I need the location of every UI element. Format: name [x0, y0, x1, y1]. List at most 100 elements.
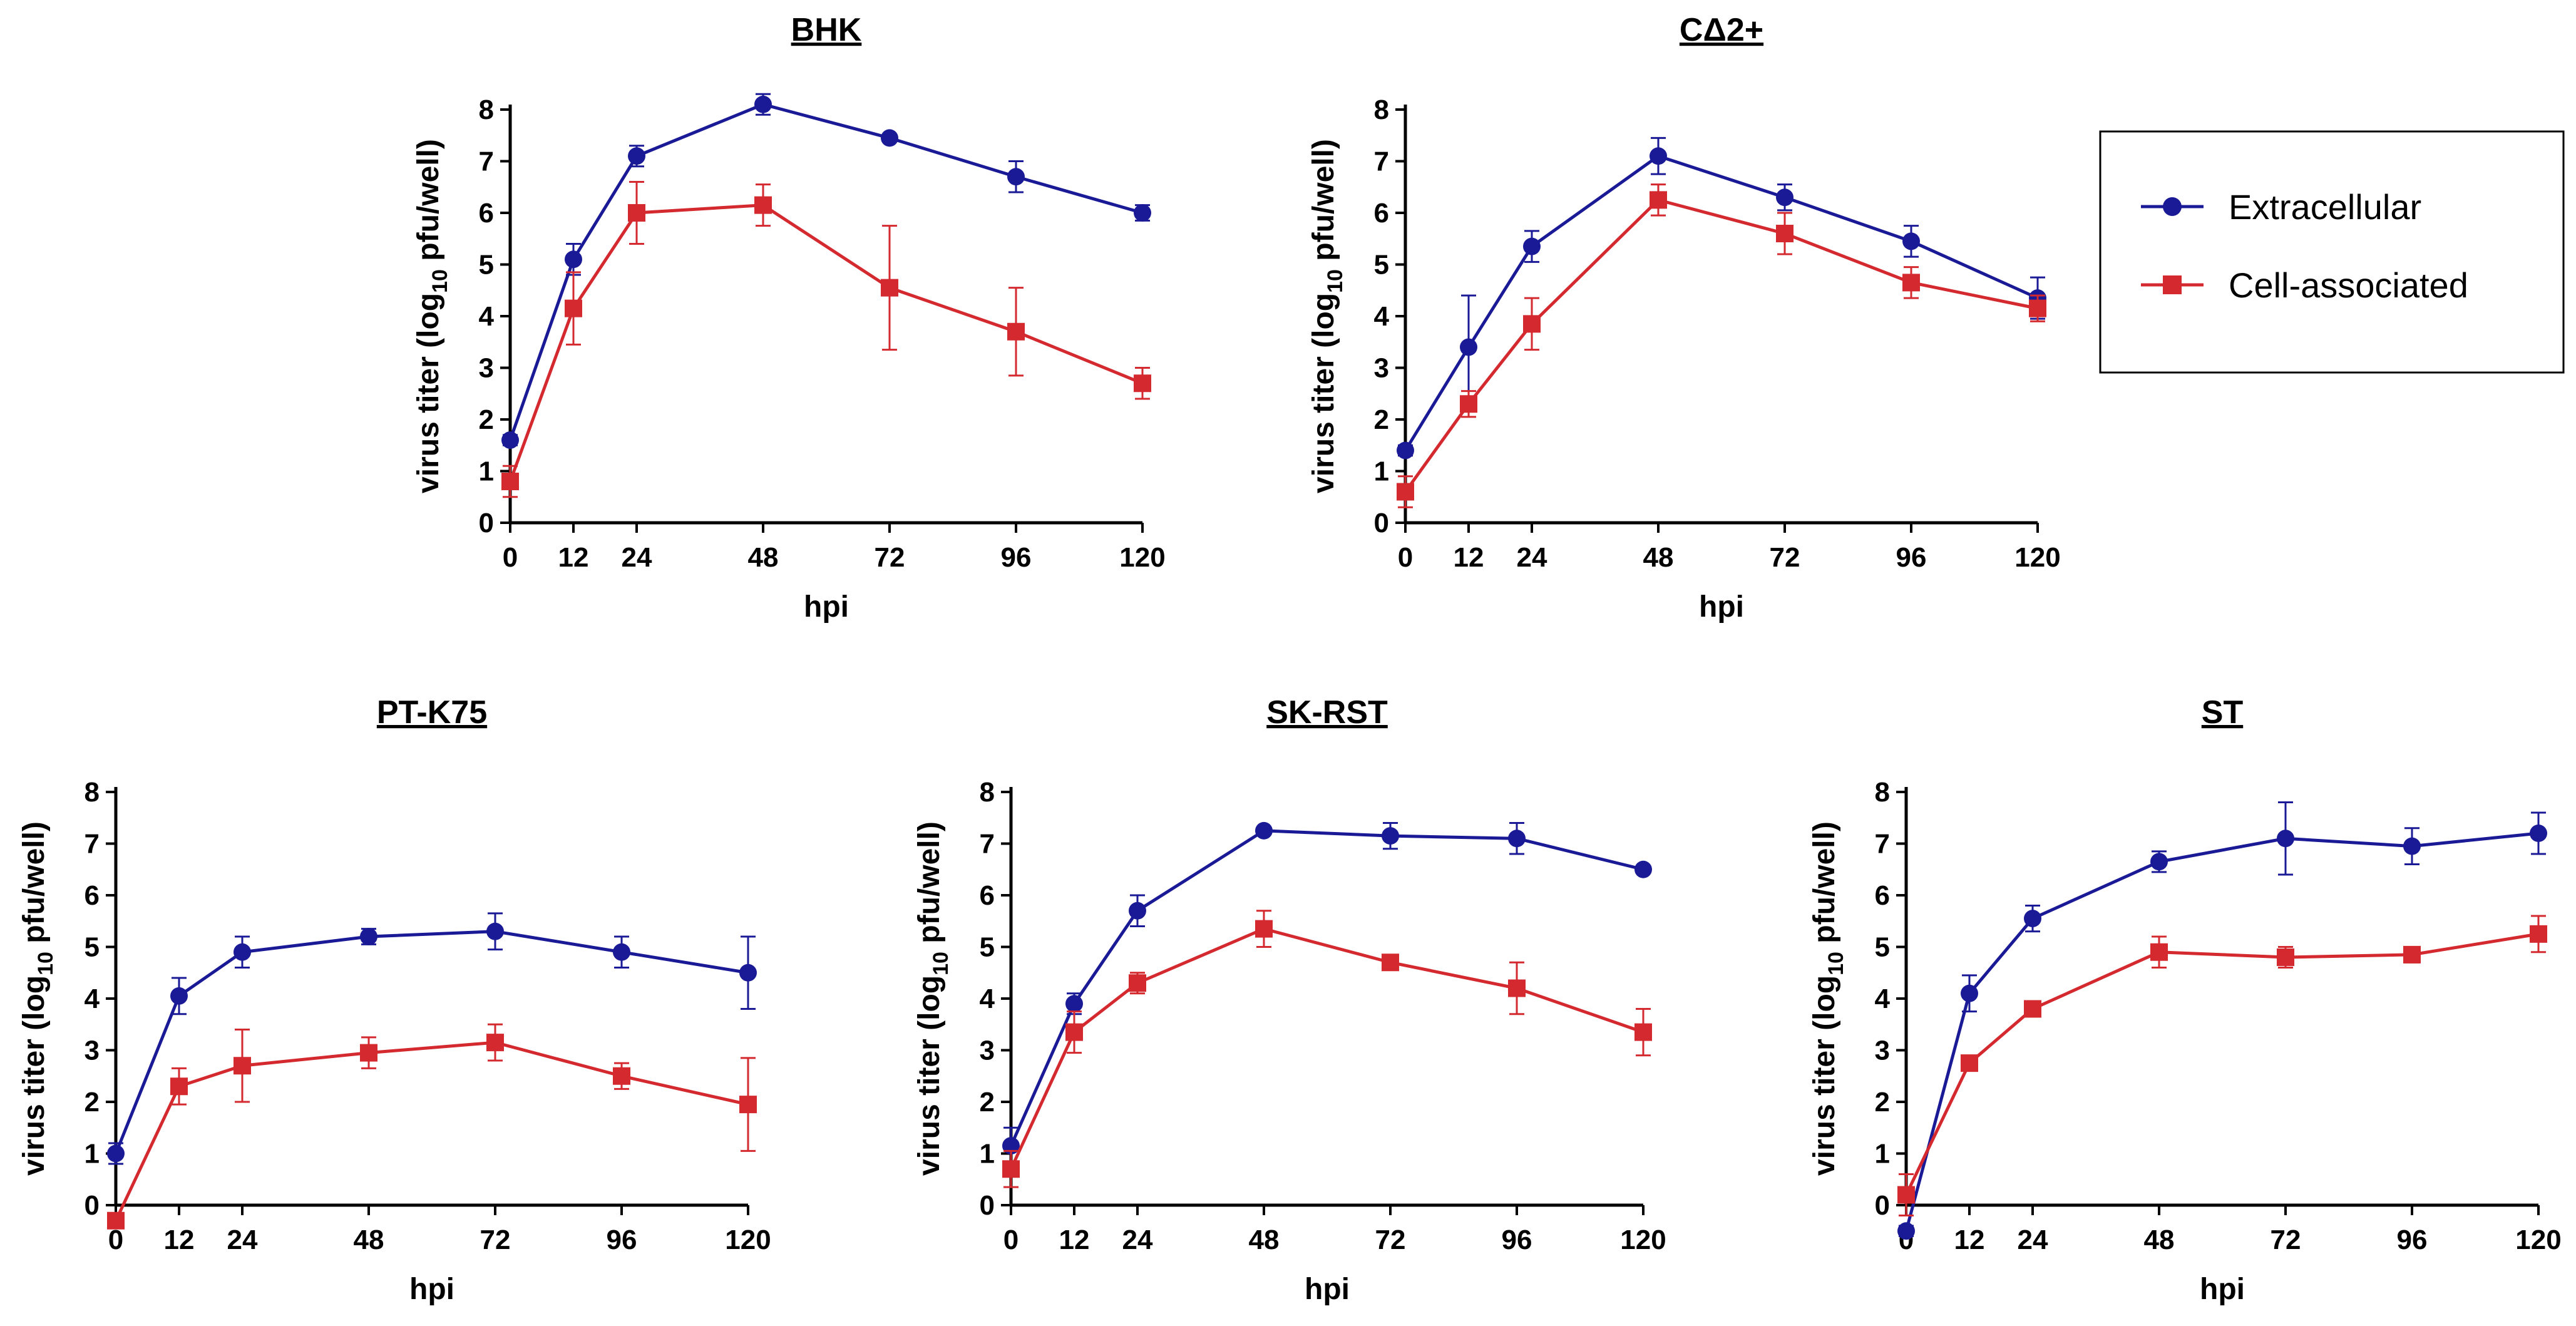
data-point — [2530, 925, 2547, 943]
data-point — [360, 1044, 377, 1062]
data-point — [1382, 827, 1399, 845]
x-tick-label: 120 — [1119, 542, 1165, 573]
y-tick-label: 2 — [1875, 1087, 1890, 1118]
y-axis-label-prefix: virus titer (log — [913, 975, 946, 1176]
series-extracellular — [1397, 136, 2046, 460]
y-tick-label: 2 — [479, 404, 494, 435]
y-axis-label-suffix: pfu/well) — [913, 821, 946, 952]
y-tick-label: 5 — [980, 932, 995, 963]
series-line — [114, 1041, 749, 1221]
y-axis-label-subscript: 10 — [1323, 269, 1347, 293]
x-axis-label: hpi — [409, 1273, 454, 1306]
y-tick-label: 6 — [1374, 198, 1389, 229]
x-tick-label: 72 — [1770, 542, 1800, 573]
data-point — [1634, 860, 1652, 878]
data-point — [1897, 1222, 1915, 1240]
y-axis-label-suffix: pfu/well) — [18, 821, 51, 952]
data-point — [1134, 374, 1151, 393]
y-tick-label: 2 — [85, 1087, 100, 1118]
y-axis-label: virus titer (log10 pfu/well) — [18, 821, 58, 1176]
y-tick-label: 3 — [1875, 1036, 1890, 1066]
legend: Extracellular Cell-associated — [2099, 130, 2565, 374]
x-tick-label: 0 — [503, 542, 518, 573]
y-axis-label-subscript: 10 — [1824, 952, 1848, 975]
data-point — [1129, 902, 1146, 920]
data-point — [1650, 191, 1667, 209]
series-line — [114, 930, 749, 1154]
series-extracellular — [1002, 821, 1652, 1165]
y-tick-label: 4 — [479, 301, 495, 332]
x-tick-label: 12 — [1454, 542, 1484, 573]
data-point — [1460, 395, 1477, 413]
data-point — [739, 964, 757, 982]
y-tick-label: 1 — [479, 456, 494, 487]
data-point — [1002, 1160, 1020, 1178]
x-tick-label: 96 — [2397, 1225, 2428, 1255]
data-point — [754, 95, 772, 113]
y-tick-label: 8 — [479, 95, 494, 125]
x-tick-label: 48 — [1643, 542, 1674, 573]
x-tick-label: 0 — [108, 1225, 123, 1255]
x-tick-label: 24 — [1122, 1225, 1153, 1255]
data-point — [1007, 168, 1025, 186]
data-point — [233, 1057, 251, 1075]
y-tick-label: 1 — [980, 1139, 995, 1169]
y-axis-label-prefix: virus titer (log — [1307, 293, 1340, 493]
data-point — [1007, 322, 1025, 341]
y-axis-label: virus titer (log10 pfu/well) — [1307, 139, 1347, 493]
x-axis-label: hpi — [1699, 590, 1744, 624]
data-point — [233, 943, 251, 961]
y-axis-label-prefix: virus titer (log — [18, 975, 51, 1176]
series-line — [1403, 198, 2038, 493]
y-tick-label: 1 — [1875, 1139, 1890, 1169]
data-point — [501, 431, 519, 449]
y-tick-label: 3 — [85, 1036, 100, 1066]
x-tick-label: 24 — [2018, 1225, 2048, 1255]
x-tick-label: 96 — [1001, 542, 1032, 573]
y-tick-label: 0 — [1875, 1190, 1890, 1221]
y-tick-label: 0 — [479, 508, 494, 538]
x-tick-label: 72 — [1375, 1225, 1406, 1255]
data-point — [1776, 225, 1793, 242]
y-tick-label: 5 — [479, 250, 494, 280]
series-cell-associated — [1002, 910, 1652, 1188]
y-tick-label: 2 — [1374, 404, 1389, 435]
y-axis-label-subscript: 10 — [929, 952, 953, 975]
series-line — [1009, 829, 1644, 1147]
y-tick-label: 6 — [1875, 880, 1890, 911]
x-tick-label: 0 — [1003, 1225, 1019, 1255]
x-tick-label: 48 — [2144, 1225, 2175, 1255]
data-point — [1397, 441, 1414, 460]
data-point — [2403, 837, 2421, 855]
data-point — [1902, 274, 1920, 292]
x-axis-label: hpi — [1305, 1273, 1350, 1306]
data-point — [1397, 483, 1414, 501]
x-tick-label: 24 — [227, 1225, 258, 1255]
data-point — [2277, 948, 2294, 966]
x-tick-label: 0 — [1398, 542, 1413, 573]
data-point — [565, 250, 582, 269]
y-axis-label-prefix: virus titer (log — [412, 293, 445, 493]
x-tick-label: 12 — [558, 542, 589, 573]
y-axis-label: virus titer (log10 pfu/well) — [412, 139, 452, 493]
x-tick-label: 48 — [1249, 1225, 1280, 1255]
chart-title: BHK — [791, 12, 862, 48]
y-axis-label-subscript: 10 — [34, 952, 58, 975]
chart-title: PT-K75 — [377, 694, 487, 731]
series-extracellular — [107, 912, 757, 1165]
data-point — [1523, 315, 1541, 333]
chart-title: SK-RST — [1266, 694, 1388, 731]
legend-marker-circle — [2163, 197, 2182, 216]
x-tick-label: 120 — [725, 1225, 771, 1255]
y-tick-label: 6 — [479, 198, 494, 229]
data-point — [486, 1034, 504, 1052]
series-cell-associated — [1397, 183, 2046, 508]
y-tick-label: 5 — [1374, 250, 1389, 280]
data-point — [1508, 830, 1526, 848]
series-line — [1904, 831, 2539, 1231]
data-point — [613, 943, 630, 961]
